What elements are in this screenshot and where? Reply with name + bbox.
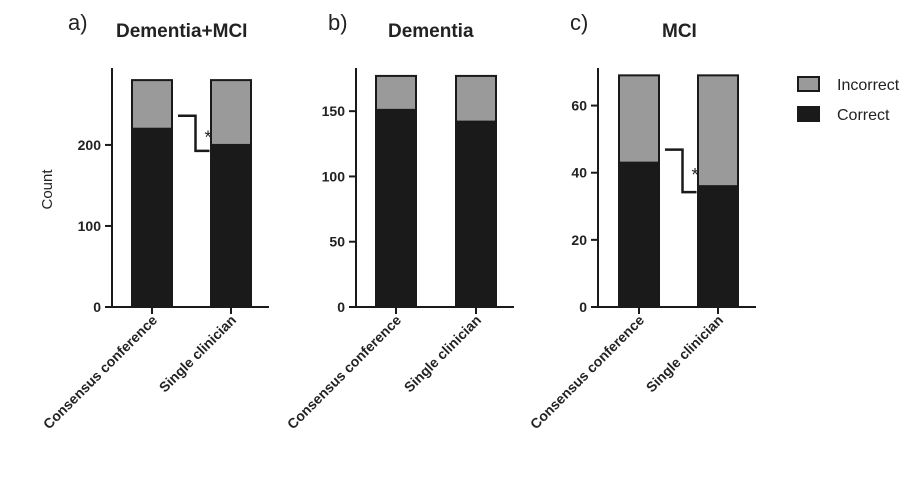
legend-label-correct: Correct [837,107,890,124]
y-axis-label: Count [39,169,56,210]
x-category-label: Single clinician [643,312,726,395]
x-category-label: Consensus conference [527,312,647,432]
bar-correct-1 [618,161,660,308]
y-tick-label: 20 [571,232,587,248]
y-tick-label: 100 [78,218,102,234]
significance-bracket [665,148,697,194]
bar-incorrect-2 [697,74,739,188]
y-tick-label: 100 [322,168,346,184]
y-tick-label: 150 [322,103,346,119]
bar-incorrect-1 [131,79,173,130]
bar-correct-1 [375,108,417,308]
panel-letter-2: b) [328,10,348,35]
y-tick-label: 0 [337,299,345,315]
x-category-label: Single clinician [156,312,239,395]
bar-correct-2 [697,185,739,308]
y-tick-label: 50 [329,234,345,250]
y-tick-label: 0 [579,299,587,315]
bar-incorrect-2 [455,74,497,123]
significance-star: * [692,165,699,185]
legend-swatch-incorrect [797,76,820,92]
bar-correct-1 [131,127,173,308]
y-tick-label: 0 [93,299,101,315]
y-tick-label: 200 [78,137,102,153]
y-tick-label: 60 [571,98,587,114]
bar-incorrect-1 [375,74,417,111]
legend-label-incorrect: Incorrect [837,77,900,94]
legend-swatch-correct [797,106,820,122]
panel-title-2: Dementia [388,21,474,42]
x-category-label: Consensus conference [284,312,404,432]
significance-bracket [178,114,210,153]
bar-correct-2 [455,120,497,308]
panel-title-1: Dementia+MCI [116,21,247,42]
x-category-label: Single clinician [401,312,484,395]
panel-title-3: MCI [662,21,697,42]
bar-incorrect-1 [618,74,660,164]
panel-letter-1: a) [68,10,88,35]
significance-star: * [205,127,212,147]
x-category-label: Consensus conference [40,312,160,432]
y-tick-label: 40 [571,165,587,181]
bar-correct-2 [210,143,252,308]
bar-incorrect-2 [210,79,252,146]
panel-letter-3: c) [570,10,588,35]
